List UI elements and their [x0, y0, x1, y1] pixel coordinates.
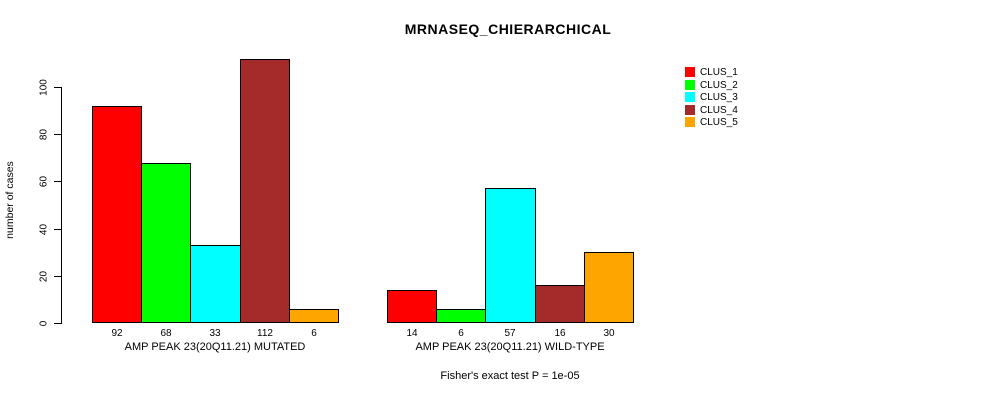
- y-tick: [54, 229, 61, 230]
- y-axis-label: number of cases: [4, 161, 16, 239]
- bar: [387, 290, 437, 323]
- bar: [535, 285, 585, 323]
- annotation-text: Fisher's exact test P = 1e-05: [440, 370, 580, 382]
- y-tick: [54, 323, 61, 324]
- bar-value-label: 92: [111, 328, 123, 339]
- legend-swatch: [685, 92, 695, 102]
- bar-value-label: 14: [406, 328, 418, 339]
- y-tick: [54, 134, 61, 135]
- bar: [485, 188, 536, 323]
- category-label: AMP PEAK 23(20Q11.21) MUTATED: [124, 341, 306, 353]
- bar-value-label: 57: [504, 328, 516, 339]
- bar-value-label: 6: [311, 328, 317, 339]
- bar-value-label: 16: [554, 328, 566, 339]
- y-tick: [54, 276, 61, 277]
- y-tick-label: 60: [38, 175, 50, 188]
- legend-swatch: [685, 117, 695, 127]
- bar: [584, 252, 634, 323]
- y-axis-line: [61, 87, 62, 324]
- bar: [289, 309, 339, 323]
- bar: [92, 106, 142, 323]
- legend-swatch: [685, 80, 695, 90]
- legend-label: CLUS_3: [700, 92, 738, 103]
- bar: [436, 309, 486, 323]
- y-tick-label: 0: [38, 320, 50, 327]
- bar: [240, 59, 290, 323]
- bar-value-label: 30: [603, 328, 615, 339]
- y-tick: [54, 181, 61, 182]
- bar-value-label: 68: [160, 328, 172, 339]
- legend-label: CLUS_4: [700, 105, 738, 116]
- category-label: AMP PEAK 23(20Q11.21) WILD-TYPE: [415, 341, 605, 353]
- bar-value-label: 112: [257, 328, 273, 339]
- y-tick-label: 80: [38, 128, 50, 141]
- bar: [141, 163, 191, 323]
- legend-swatch: [685, 105, 695, 115]
- legend-label: CLUS_1: [700, 67, 738, 78]
- y-tick-label: 100: [38, 79, 50, 96]
- legend-label: CLUS_5: [700, 117, 738, 128]
- legend-label: CLUS_2: [700, 80, 738, 91]
- y-tick: [54, 87, 61, 88]
- bar: [190, 245, 241, 323]
- y-tick-label: 20: [38, 270, 50, 283]
- bar-value-label: 6: [458, 328, 464, 339]
- bar-value-label: 33: [209, 328, 221, 339]
- chart-title: MRNASEQ_CHIERARCHICAL: [404, 21, 612, 37]
- y-tick-label: 40: [38, 223, 50, 236]
- legend-swatch: [685, 67, 695, 77]
